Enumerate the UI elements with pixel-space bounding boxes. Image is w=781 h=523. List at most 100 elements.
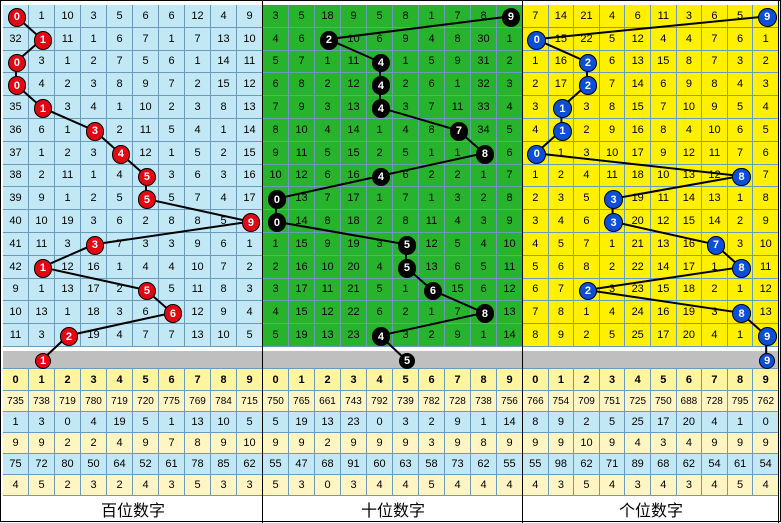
grid-cell: 15 xyxy=(549,28,575,51)
grid-cell: 18 xyxy=(315,5,341,28)
grid-cell: 34 xyxy=(471,119,497,142)
stats-cell: 2 xyxy=(55,475,81,496)
col-header: 2 xyxy=(55,369,81,391)
grid-cell: 1 xyxy=(419,187,445,210)
section-label-shi: 十位数字 xyxy=(263,497,523,521)
stats-cell: 3 xyxy=(29,412,55,433)
col-header: 7 xyxy=(702,369,728,391)
grid-cell: 4 xyxy=(393,119,419,142)
grid-cell: 1 xyxy=(419,142,445,165)
grid-cell: 7 xyxy=(445,5,471,28)
stats-cell: 0 xyxy=(367,412,393,433)
stats-cell: 9 xyxy=(133,433,159,454)
grid-cell: 2 xyxy=(497,51,523,74)
grid-cell: 13 xyxy=(677,165,703,188)
grid-cell: 8 xyxy=(211,96,237,119)
stats-cell: 2 xyxy=(315,433,341,454)
grid-cell: 20 xyxy=(625,210,651,233)
grid-cell: 8 xyxy=(393,5,419,28)
grid-cell: 6 xyxy=(289,28,315,51)
grid-cell: 13 xyxy=(341,96,367,119)
grid-cell: 3 xyxy=(574,142,600,165)
grid-cell: 4 xyxy=(677,28,703,51)
stats-cell: 5 xyxy=(133,412,159,433)
stats-cell: 50 xyxy=(81,454,107,475)
grid-cell: 17 xyxy=(625,142,651,165)
stats-cell: 3 xyxy=(677,475,703,496)
grid-cell: 9 xyxy=(341,5,367,28)
grid-cell: 10 xyxy=(651,165,677,188)
stats-cell: 52 xyxy=(133,454,159,475)
stats-cell: 5 xyxy=(263,475,289,496)
grid-cell: 1 xyxy=(753,28,779,51)
stats-cell: 3 xyxy=(419,433,445,454)
grid-cell: 14 xyxy=(677,187,703,210)
grid-cell: 12 xyxy=(497,279,523,302)
grid-cell: 7 xyxy=(289,51,315,74)
stats-cell: 3 xyxy=(625,475,651,496)
grid-cell: 9 xyxy=(263,142,289,165)
col-header: 5 xyxy=(133,369,159,391)
stats-cell: 9 xyxy=(549,433,575,454)
ball-shi: 7 xyxy=(450,122,469,141)
grid-cell: 20 xyxy=(341,256,367,279)
stats-cell: 10 xyxy=(237,433,263,454)
grid-cell: 4 xyxy=(651,28,677,51)
grid-cell: 7 xyxy=(702,51,728,74)
grid-cell: 9 xyxy=(445,51,471,74)
grid-cell: 3 xyxy=(445,187,471,210)
grid-cell: 5 xyxy=(315,142,341,165)
col-header: 6 xyxy=(419,369,445,391)
grid-cell: 1 xyxy=(29,142,55,165)
grid-cell: 11 xyxy=(651,187,677,210)
grid-cell: 1 xyxy=(728,279,754,302)
col-header: 1 xyxy=(549,369,575,391)
grid-cell: 3 xyxy=(81,73,107,96)
grid-cell: 12 xyxy=(315,301,341,324)
grid-cell: 22 xyxy=(574,28,600,51)
stats-cell: 661 xyxy=(315,391,341,412)
stats-cell: 4 xyxy=(523,475,549,496)
stats-cell: 10 xyxy=(211,412,237,433)
grid-cell: 1 xyxy=(55,301,81,324)
grid-cell: 1 xyxy=(185,51,211,74)
grid-cell: 16 xyxy=(651,301,677,324)
stats-cell: 0 xyxy=(315,475,341,496)
grid-cell: 1 xyxy=(159,28,185,51)
grid-cell: 5 xyxy=(159,119,185,142)
grid-cell: 8 xyxy=(211,279,237,302)
stats-cell: 719 xyxy=(55,391,81,412)
col-header: 9 xyxy=(753,369,779,391)
col-header: 9 xyxy=(237,369,263,391)
stats-cell: 4 xyxy=(445,475,471,496)
stats-cell: 55 xyxy=(263,454,289,475)
grid-cell: 12 xyxy=(55,256,81,279)
stats-cell: 754 xyxy=(549,391,575,412)
grid-cell: 7 xyxy=(185,28,211,51)
grid-cell: 7 xyxy=(549,279,575,302)
grid-cell: 9 xyxy=(393,28,419,51)
stats-cell: 62 xyxy=(574,454,600,475)
grid-cell: 23 xyxy=(625,279,651,302)
stats-cell: 9 xyxy=(497,433,523,454)
grid-cell: 5 xyxy=(263,51,289,74)
stats-cell: 3 xyxy=(651,433,677,454)
grid-cell: 23 xyxy=(341,324,367,347)
grid-cell: 1 xyxy=(367,119,393,142)
grid-cell: 7 xyxy=(419,96,445,119)
grid-cell: 7 xyxy=(159,73,185,96)
grid-cell: 13 xyxy=(625,51,651,74)
stats-cell: 23 xyxy=(341,412,367,433)
grid-cell: 4 xyxy=(753,96,779,119)
grid-cell: 8 xyxy=(677,51,703,74)
grid-cell: 20 xyxy=(677,324,703,347)
grid-cell: 17 xyxy=(81,279,107,302)
grid-cell: 1 xyxy=(445,73,471,96)
stats-cell: 73 xyxy=(445,454,471,475)
col-header: 2 xyxy=(315,369,341,391)
col-header: 1 xyxy=(29,369,55,391)
grid-cell: 2 xyxy=(523,73,549,96)
grid-cell: 6 xyxy=(367,301,393,324)
stats-cell: 55 xyxy=(523,454,549,475)
ball-bai: 9 xyxy=(242,213,261,232)
